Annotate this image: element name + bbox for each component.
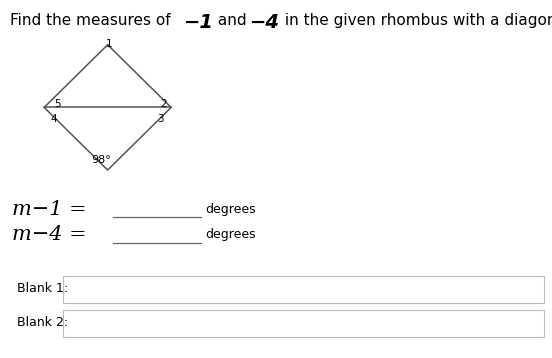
FancyBboxPatch shape [63, 310, 544, 337]
FancyBboxPatch shape [63, 276, 544, 303]
Text: 98°: 98° [91, 155, 111, 165]
Text: m−1 =: m−1 = [12, 200, 87, 219]
Text: −1: −1 [184, 13, 214, 32]
Text: Find the measures of: Find the measures of [10, 13, 176, 28]
Text: 4: 4 [51, 114, 57, 124]
Text: in the given rhombus with a diagonal drawn.: in the given rhombus with a diagonal dra… [280, 13, 552, 28]
Text: degrees: degrees [205, 228, 256, 241]
Text: degrees: degrees [205, 203, 256, 216]
Text: 1: 1 [105, 39, 112, 49]
Text: m−4 =: m−4 = [12, 225, 87, 244]
Text: −4: −4 [250, 13, 280, 32]
Text: 2: 2 [160, 99, 167, 109]
Text: Blank 1:: Blank 1: [17, 282, 68, 295]
Text: 3: 3 [157, 114, 163, 124]
Text: and: and [213, 13, 252, 28]
Text: Blank 2:: Blank 2: [17, 316, 68, 329]
Text: 5: 5 [54, 99, 61, 109]
